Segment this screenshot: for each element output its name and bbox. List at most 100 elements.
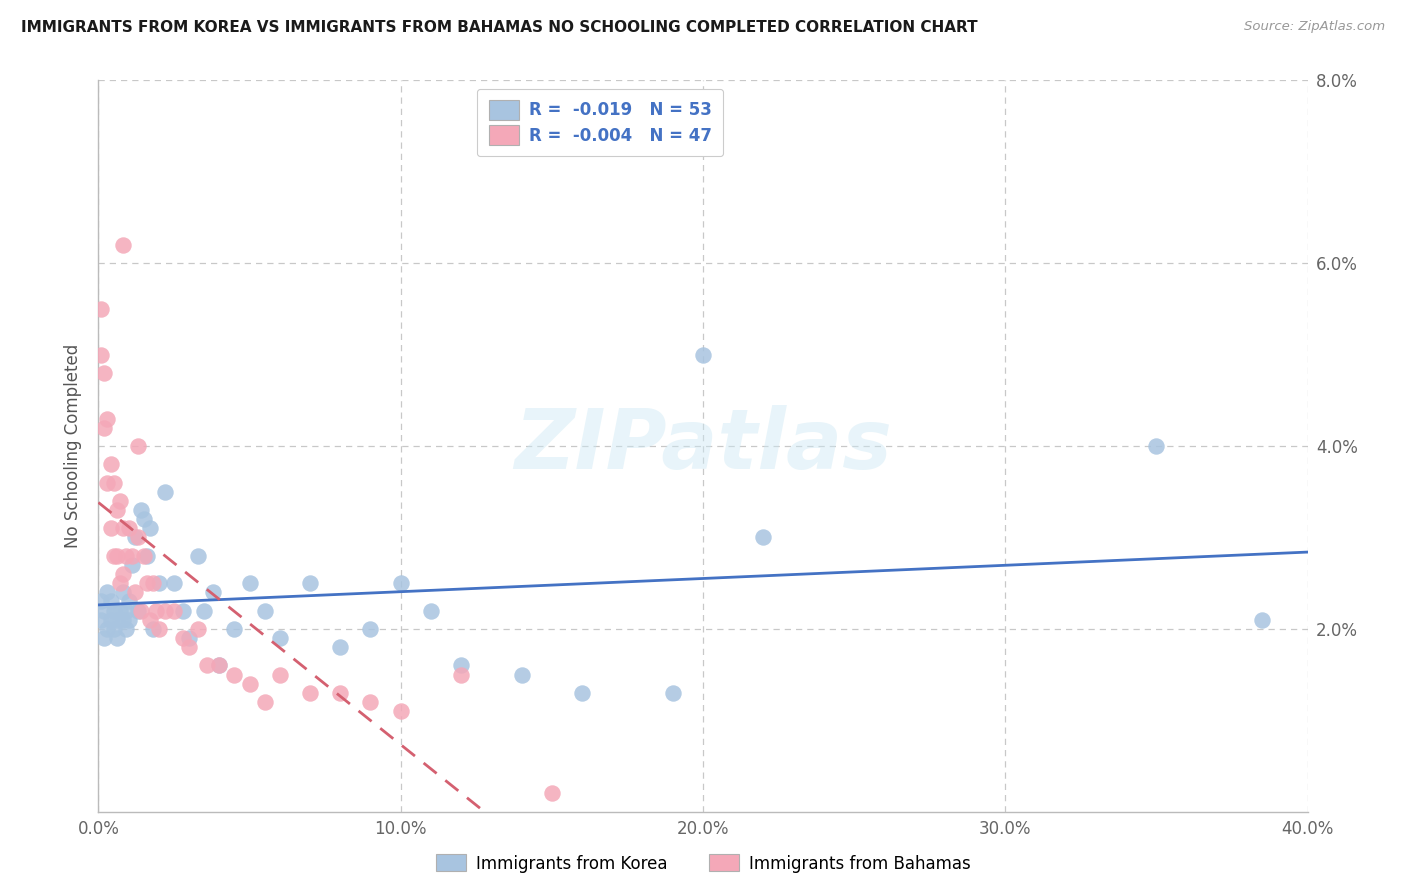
Point (100, 521, 122, 535)
Point (127, 439, 149, 453)
Text: IMMIGRANTS FROM KOREA VS IMMIGRANTS FROM BAHAMAS NO SCHOOLING COMPLETED CORRELAT: IMMIGRANTS FROM KOREA VS IMMIGRANTS FROM… (21, 20, 977, 35)
Point (100, 458, 122, 472)
Point (129, 604, 152, 618)
Point (142, 622, 165, 636)
Point (100, 613, 122, 627)
Point (153, 604, 176, 618)
Point (139, 521, 162, 535)
Point (202, 585, 225, 599)
Point (148, 576, 170, 591)
Point (224, 622, 246, 636)
Point (114, 622, 136, 636)
Legend: R =  -0.019   N = 53, R =  -0.004   N = 47: R = -0.019 N = 53, R = -0.004 N = 47 (477, 88, 724, 156)
Point (111, 238, 134, 252)
Point (172, 604, 194, 618)
Point (1144, 439, 1167, 453)
Point (389, 704, 412, 718)
Point (329, 640, 352, 655)
Point (90, 613, 112, 627)
Point (121, 558, 143, 572)
Point (269, 667, 291, 681)
Point (239, 576, 262, 591)
Point (96, 622, 118, 636)
Point (90, 301, 112, 316)
Point (96, 585, 118, 599)
Point (692, 347, 714, 362)
Point (145, 604, 167, 618)
Point (93, 421, 115, 435)
Point (127, 604, 149, 618)
Point (299, 576, 322, 591)
Point (103, 549, 125, 563)
Point (187, 549, 209, 563)
Point (124, 585, 146, 599)
Point (139, 613, 162, 627)
Point (105, 549, 128, 563)
Point (108, 494, 131, 508)
Point (96, 411, 118, 425)
Point (450, 667, 472, 681)
Point (105, 613, 128, 627)
Point (187, 622, 209, 636)
Point (111, 521, 134, 535)
Point (135, 576, 157, 591)
Point (111, 585, 134, 599)
Point (193, 604, 215, 618)
Point (179, 640, 201, 655)
Point (103, 604, 125, 618)
Point (111, 567, 134, 582)
Point (118, 594, 141, 608)
Point (224, 667, 246, 681)
Point (571, 686, 593, 700)
Point (752, 530, 775, 544)
Point (329, 686, 352, 700)
Point (661, 686, 683, 700)
Point (540, 787, 562, 801)
Point (105, 503, 128, 517)
Point (135, 549, 157, 563)
Point (142, 576, 165, 591)
Point (90, 347, 112, 362)
Point (153, 484, 176, 499)
Point (208, 658, 231, 673)
Point (118, 521, 141, 535)
Point (121, 549, 143, 563)
Point (420, 604, 443, 618)
Point (93, 631, 115, 645)
Point (269, 631, 291, 645)
Point (360, 622, 382, 636)
Point (108, 604, 131, 618)
Point (96, 475, 118, 490)
Point (389, 576, 412, 591)
Point (127, 530, 149, 544)
Point (179, 631, 201, 645)
Point (105, 631, 128, 645)
Point (510, 667, 533, 681)
Point (299, 686, 322, 700)
Point (100, 594, 122, 608)
Point (360, 695, 382, 709)
Point (129, 503, 152, 517)
Point (124, 530, 146, 544)
Text: ZIPatlas: ZIPatlas (515, 406, 891, 486)
Point (103, 475, 125, 490)
Point (195, 658, 218, 673)
Point (239, 676, 262, 690)
Point (103, 622, 125, 636)
Point (118, 613, 141, 627)
Legend: Immigrants from Korea, Immigrants from Bahamas: Immigrants from Korea, Immigrants from B… (429, 847, 977, 880)
Point (111, 613, 134, 627)
Point (208, 658, 231, 673)
Point (450, 658, 472, 673)
Point (114, 604, 136, 618)
Point (148, 622, 170, 636)
Y-axis label: No Schooling Completed: No Schooling Completed (63, 344, 82, 548)
Point (163, 604, 186, 618)
Point (108, 576, 131, 591)
Text: Source: ZipAtlas.com: Source: ZipAtlas.com (1244, 20, 1385, 33)
Point (132, 512, 155, 526)
Point (172, 631, 194, 645)
Point (1251, 613, 1274, 627)
Point (90, 594, 112, 608)
Point (163, 576, 186, 591)
